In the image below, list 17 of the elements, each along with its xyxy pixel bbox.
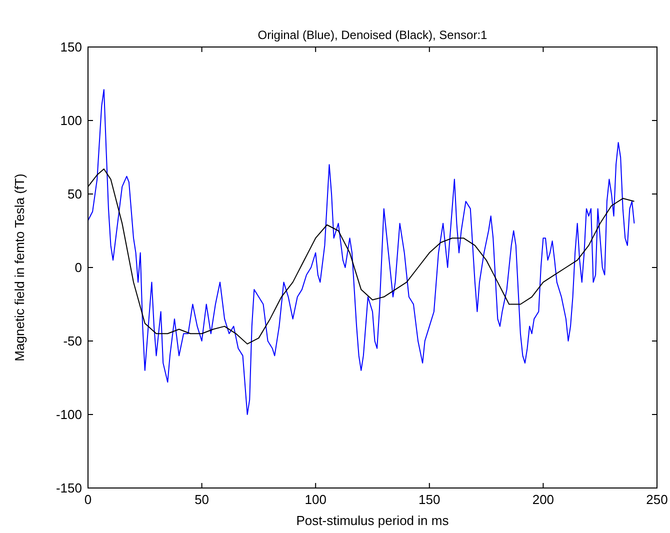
y-tick-label: 50 [68,186,82,202]
x-tick-label: 0 [84,492,92,507]
x-tick-label: 100 [304,492,326,507]
x-axis-title: Post-stimulus period in ms [296,513,450,528]
chart-title: Original (Blue), Denoised (Black), Sensor:1 [258,28,488,42]
y-tick-label: 0 [74,260,82,275]
line-series [88,89,635,415]
y-tick-label: -50 [63,334,82,348]
y-axis-title: Magnetic field in femto Tesla (fT) [12,174,27,362]
y-tick-label: 100 [60,113,82,128]
y-tick-label: -150 [56,480,82,496]
x-tick-label: 50 [194,492,210,507]
y-tick-label: -100 [56,407,82,422]
x-tick-label: 250 [646,492,668,507]
x-tick-label: 150 [418,492,440,507]
y-tick-label: 150 [60,40,82,54]
x-tick-label: 200 [532,492,554,507]
